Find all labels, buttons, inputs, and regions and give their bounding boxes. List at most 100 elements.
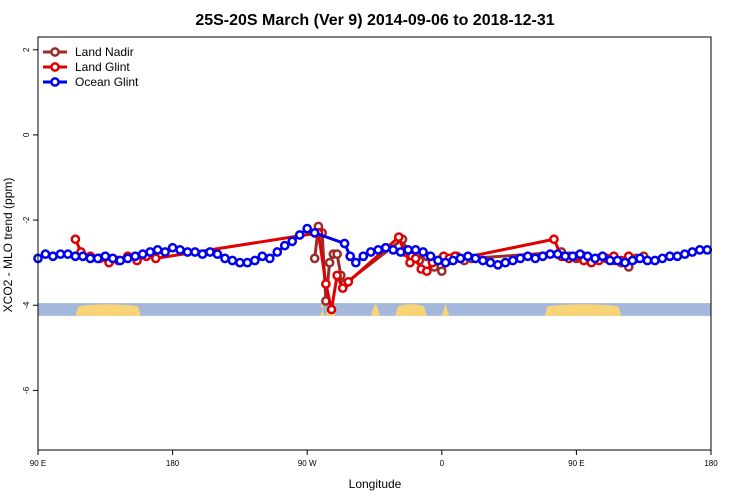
data-point — [620, 257, 630, 268]
data-point — [152, 245, 163, 255]
data-point — [48, 251, 58, 262]
data-point — [257, 251, 268, 262]
data-point — [309, 253, 320, 264]
y-tick-label: -4 — [22, 301, 31, 309]
data-point — [545, 249, 556, 259]
legend-marker — [50, 47, 60, 57]
data-point — [332, 249, 342, 259]
data-point — [85, 253, 96, 264]
y-tick-label: -6 — [22, 386, 31, 394]
x-tick-label: 0 — [440, 459, 445, 468]
data-point — [393, 232, 404, 242]
data-point — [220, 253, 230, 264]
data-point — [421, 266, 432, 277]
legend-label: Land Nadir — [75, 45, 134, 59]
legend-item: Land Glint — [43, 60, 130, 74]
data-point — [78, 251, 88, 262]
data-point — [552, 249, 563, 259]
series-ocean-glint — [33, 223, 713, 270]
x-tick-label: 180 — [704, 459, 718, 468]
series-line — [74, 231, 630, 310]
data-point — [150, 253, 161, 264]
data-point — [160, 247, 170, 257]
data-point — [70, 251, 81, 262]
x-tick-label: 180 — [166, 459, 180, 468]
data-point — [605, 255, 615, 266]
data-point — [627, 255, 638, 266]
data-point — [115, 255, 126, 266]
data-point — [493, 259, 503, 270]
data-point — [100, 251, 111, 262]
data-point — [345, 251, 356, 262]
land-segment — [370, 304, 381, 316]
data-point — [694, 245, 705, 255]
data-point — [321, 279, 331, 289]
data-point — [522, 251, 533, 262]
data-point — [70, 234, 81, 245]
data-point — [642, 255, 653, 266]
data-point — [582, 251, 593, 262]
data-point — [182, 247, 193, 257]
legend-label: Ocean Glint — [75, 75, 139, 89]
data-point — [235, 257, 245, 268]
data-point — [433, 255, 443, 266]
x-axis: 90 E 180 90 W 0 90 E 180 — [30, 450, 718, 468]
land-segment — [395, 304, 427, 316]
series-land-glint — [70, 228, 634, 315]
data-point — [358, 251, 369, 262]
data-point — [107, 253, 118, 264]
data-point — [567, 251, 578, 262]
y-axis: 2 0 -2 -4 -6 — [22, 47, 38, 394]
data-point — [205, 247, 215, 257]
data-point — [40, 249, 51, 259]
data-point — [272, 247, 283, 257]
x-tick-label: 90 W — [298, 459, 317, 468]
x-tick-label: 90 E — [30, 459, 46, 468]
data-point — [175, 245, 185, 255]
data-point — [635, 253, 645, 264]
data-point — [507, 255, 518, 266]
data-point — [264, 253, 275, 264]
legend-marker — [50, 77, 60, 87]
data-point — [537, 251, 548, 262]
chart-title: 25S-20S March (Ver 9) 2014-09-06 to 2018… — [195, 12, 554, 29]
data-point — [590, 253, 600, 264]
data-point — [672, 251, 683, 262]
data-point — [410, 245, 421, 255]
data-point — [287, 236, 298, 247]
data-point — [418, 247, 428, 257]
data-point — [500, 257, 511, 268]
data-point — [279, 240, 290, 251]
legend-label: Land Glint — [75, 60, 130, 74]
data-point — [294, 230, 305, 240]
data-point — [250, 255, 260, 266]
data-point — [440, 257, 451, 268]
data-point — [137, 249, 148, 259]
data-point — [343, 276, 354, 287]
plot-frame — [37, 36, 712, 451]
data-point — [197, 249, 208, 259]
data-point — [212, 249, 223, 259]
data-point — [373, 245, 384, 255]
legend-item: Land Nadir — [43, 45, 134, 59]
data-point — [470, 253, 481, 264]
data-point — [227, 255, 238, 266]
data-point — [365, 247, 376, 257]
data-point — [657, 253, 668, 264]
legend-marker — [50, 62, 60, 72]
data-point — [425, 251, 436, 262]
data-point — [55, 249, 66, 259]
data-point — [122, 253, 133, 264]
plot-series — [33, 221, 713, 315]
data-point — [665, 251, 675, 262]
data-point — [687, 247, 698, 257]
data-point — [448, 255, 458, 266]
data-point — [485, 257, 496, 268]
data-point — [612, 255, 623, 266]
x-axis-label: Longitude — [349, 477, 402, 491]
data-point — [395, 247, 406, 257]
land-segment — [75, 304, 141, 316]
y-tick-label: 2 — [22, 47, 31, 52]
